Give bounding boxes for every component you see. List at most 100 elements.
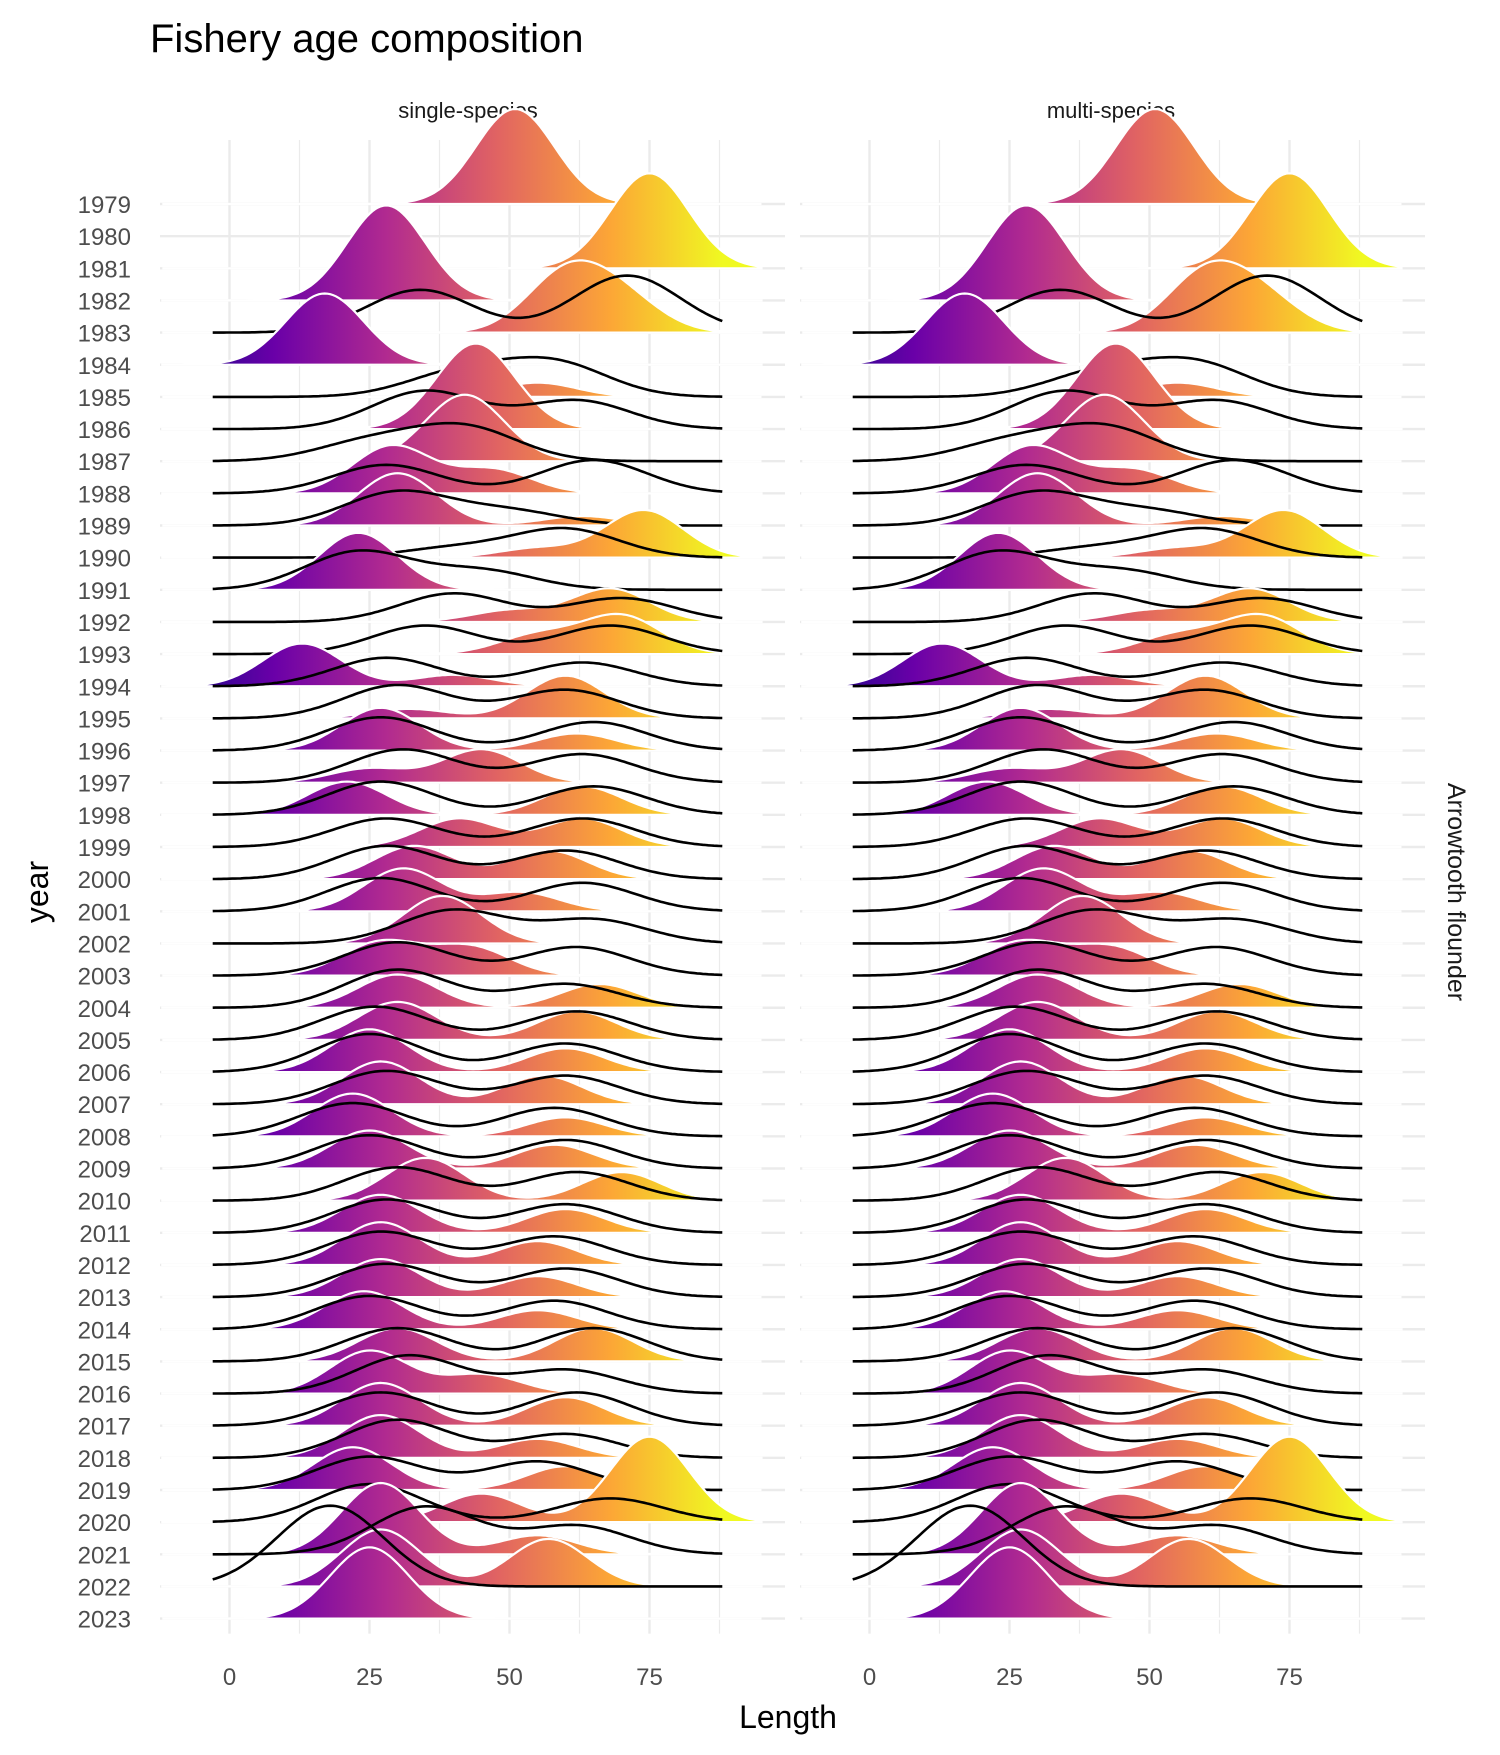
y-tick-label: 2006 [78,1060,131,1087]
y-tick-label: 2003 [78,964,131,991]
ridge-observed-2007 [802,1060,1402,1106]
ridge-observed-2020 [801,1435,1403,1524]
y-tick-label: 1982 [78,288,131,315]
y-tick-label: 1979 [78,192,131,219]
y-tick-label: 2018 [78,1446,131,1473]
ridge-observed-2008 [801,1092,1403,1138]
ridge-predicted-1991 [852,549,1363,592]
ridge-predicted-2015 [212,1326,723,1363]
ridge-predicted-2017 [852,1391,1363,1427]
x-axis-title: Length [739,1699,837,1735]
y-tick-label: 2008 [78,1124,131,1151]
y-tick-label: 1983 [78,321,131,348]
ridge-predicted-1995 [852,683,1363,720]
y-tick-label: 2012 [78,1253,131,1280]
ridge-predicted-1992 [212,592,723,624]
ridge-observed-1996 [161,706,763,752]
ridge-predicted-2013 [212,1262,723,1299]
y-tick-label: 2000 [78,867,131,894]
facet-strip-arrowtooth-flounder: Arrowtooth flounder [1442,783,1470,1001]
ridge-predicted-2005 [852,1005,1363,1041]
ridge-observed-2012 [161,1221,763,1267]
y-tick-label: 2013 [78,1285,131,1312]
ridge-predicted-2004 [212,968,723,1009]
ridge-observed-2017 [162,1381,762,1427]
ridge-observed-2023 [802,1546,1402,1620]
ridge-predicted-2006 [212,1032,723,1073]
y-tick-label: 1986 [78,417,131,444]
y-tick-label: 2010 [78,1189,131,1216]
ridge-observed-2006 [161,1028,763,1074]
ridge-predicted-2016 [852,1353,1363,1395]
y-tick-label: 1989 [78,514,131,541]
ridge-observed-1998 [801,780,1403,816]
ridge-predicted-1990 [852,526,1363,559]
y-tick-label: 2009 [78,1157,131,1184]
ridge-predicted-2002 [212,908,723,945]
chart-title: Fishery age composition [150,17,584,61]
ridge-observed-2009 [802,1129,1402,1170]
x-tick-label: 50 [1136,1664,1163,1691]
ridge-observed-1988 [161,443,763,495]
ridge-predicted-1988 [852,458,1363,495]
ridge-observed-1982 [801,204,1403,302]
ridge-predicted-2011 [852,1198,1363,1234]
ridge-observed-2014 [161,1290,763,1331]
y-tick-label: 2020 [78,1510,131,1537]
ridge-predicted-2007 [852,1069,1363,1106]
ridge-predicted-2001 [852,876,1363,913]
ridge-observed-1999 [162,817,762,849]
y-tick-label: 1990 [78,546,131,573]
ridge-predicted-2009 [212,1133,723,1170]
ridge-predicted-2017 [212,1391,723,1427]
ridge-observed-2007 [162,1060,762,1106]
panel-single-species [160,107,785,1634]
ridge-observed-1981 [162,172,763,270]
y-tick-label: 1980 [78,224,131,251]
y-tick-label: 2017 [78,1414,131,1441]
ridge-predicted-2021 [212,1505,723,1556]
ridge-predicted-2009 [852,1133,1363,1170]
ridge-predicted-2011 [212,1198,723,1234]
y-tick-label: 2004 [78,996,131,1023]
ridge-predicted-2003 [212,941,723,977]
ridge-predicted-2014 [852,1294,1363,1331]
ridge-predicted-1994 [852,656,1363,688]
y-tick-label: 1987 [78,449,131,476]
ridge-predicted-2010 [852,1166,1363,1202]
ridge-predicted-2007 [212,1069,723,1106]
ridge-observed-2023 [162,1546,762,1620]
y-axis-title: year [19,861,55,924]
ridge-predicted-2001 [212,876,723,913]
y-tick-labels: 1979 1980 1981 1982 1983 1984 1985 1986 1987 1988… [78,192,131,1634]
ridge-predicted-1997 [212,748,723,784]
ridge-predicted-2021 [852,1505,1363,1556]
y-tick-label: 2014 [78,1317,131,1344]
ridge-observed-1995 [802,674,1402,720]
ridge-predicted-1987 [212,421,723,463]
y-tick-label: 2023 [78,1607,131,1634]
y-tick-label: 2007 [78,1092,131,1119]
ridge-predicted-2016 [212,1353,723,1395]
ridge-predicted-1990 [212,526,723,559]
ridge-observed-1998 [161,780,763,816]
ridge-observed-2004 [161,973,763,1009]
ridge-observed-2008 [161,1092,763,1138]
ridge-predicted-2003 [852,941,1363,977]
y-tick-label: 2002 [78,931,131,958]
ridge-predicted-1995 [212,683,723,720]
ridge-observed-2011 [802,1193,1402,1234]
ridge-predicted-2012 [852,1230,1363,1267]
x-tick-label: 50 [496,1664,523,1691]
x-tick-label: 0 [223,1664,236,1691]
ridge-observed-1996 [801,706,1403,752]
x-tick-label: 25 [356,1664,383,1691]
x-tick-labels: 0 25 50 75 0 25 50 75 [223,1664,1303,1691]
y-tick-label: 2019 [78,1478,131,1505]
y-tick-label: 2016 [78,1382,131,1409]
y-tick-label: 2011 [79,1221,131,1248]
ridge-observed-2013 [162,1257,762,1299]
ridge-observed-2004 [801,973,1403,1009]
y-tick-label: 2022 [78,1574,131,1601]
